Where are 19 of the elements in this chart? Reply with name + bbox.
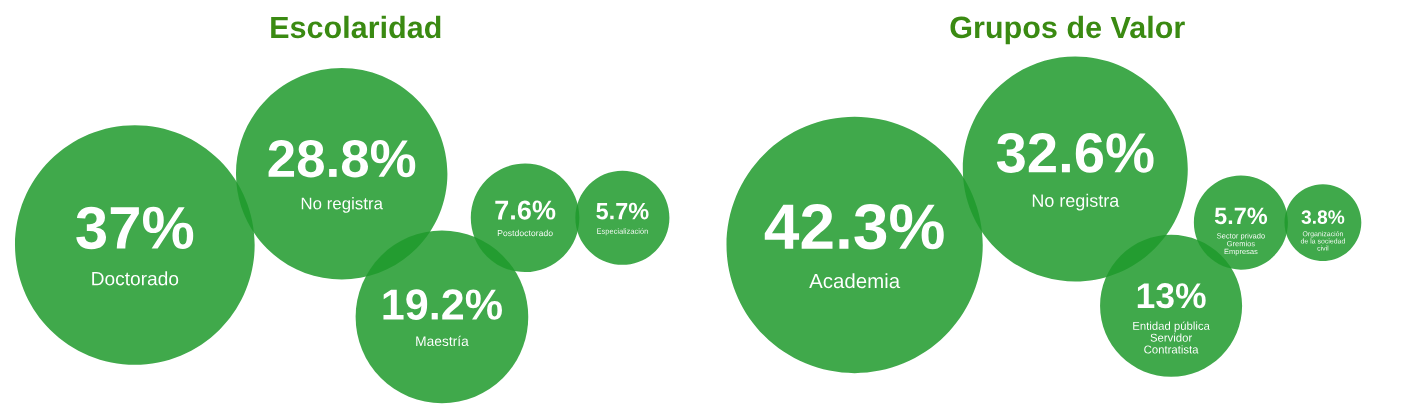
data-label: 37% [76,206,194,250]
data-label: 5.7% [1214,207,1268,225]
category-label: Entidad pública Servidor Contratista [1133,321,1210,354]
text: Grupos de Valor [950,15,1185,45]
data-label: 28.8% [268,139,416,178]
data-label: 7.6% [495,200,556,220]
data-label: 42.3% [764,204,944,250]
category-label: Doctorado [92,271,179,286]
data-label: 5.7% [596,202,649,220]
category-label: Maestría [416,335,469,347]
text: Escolaridad [271,15,441,39]
data-label: 3.8% [1301,210,1345,224]
category-label: No registra [1032,193,1120,211]
data-label: 13% [1137,283,1206,309]
category-label: Postdoctorado [497,229,553,237]
data-label: 32.6% [996,133,1154,173]
data-label: 19.2% [383,289,502,320]
category-label: No registra [301,197,383,213]
category-label: Academia [809,273,901,289]
